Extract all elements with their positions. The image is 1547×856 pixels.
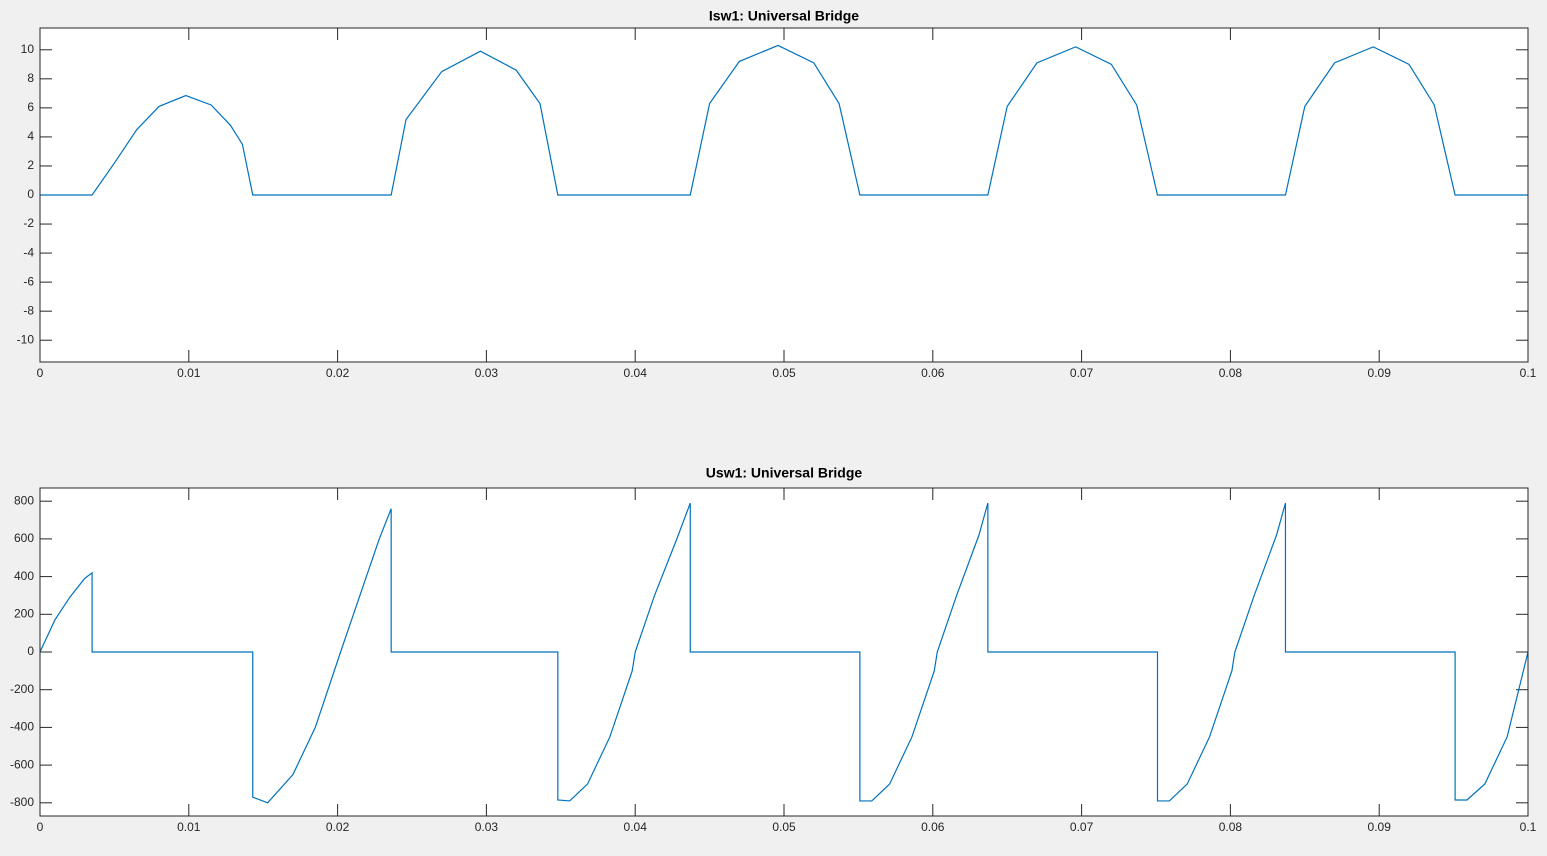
- y-tick-label: -4: [23, 245, 34, 259]
- y-tick-label: 4: [27, 129, 34, 143]
- data-line: [40, 44, 1528, 196]
- x-tick-label: 0.06: [921, 820, 945, 834]
- y-tick-label: -8: [23, 303, 34, 317]
- x-tick-label: 0.08: [1219, 366, 1243, 380]
- y-tick-label: 800: [14, 493, 34, 507]
- y-tick-label: -600: [10, 757, 34, 771]
- x-tick-label: 0.09: [1368, 366, 1392, 380]
- y-tick-label: -2: [23, 216, 34, 230]
- y-tick-label: 6: [27, 100, 34, 114]
- y-tick-label: -200: [10, 682, 34, 696]
- x-tick-label: 0.06: [921, 366, 945, 380]
- y-tick-label: 8: [27, 71, 34, 85]
- x-tick-label: 0: [37, 366, 44, 380]
- y-tick-label: -10: [17, 332, 35, 346]
- y-tick-label: -400: [10, 720, 34, 734]
- x-tick-label: 0.01: [177, 366, 201, 380]
- x-tick-label: 0.02: [326, 820, 350, 834]
- y-tick-label: 600: [14, 531, 34, 545]
- y-tick-label: -800: [10, 795, 34, 809]
- x-tick-label: 0.1: [1520, 820, 1537, 834]
- x-tick-label: 0.07: [1070, 366, 1094, 380]
- x-tick-label: 0.03: [475, 820, 499, 834]
- y-tick-label: 0: [27, 644, 34, 658]
- data-line: [39, 502, 1529, 804]
- x-tick-label: 0.03: [475, 366, 499, 380]
- x-tick-label: 0.05: [772, 366, 796, 380]
- x-tick-label: 0.05: [772, 820, 796, 834]
- x-tick-label: 0.09: [1368, 820, 1392, 834]
- y-tick-label: 10: [21, 42, 35, 56]
- x-tick-label: 0.04: [624, 820, 648, 834]
- x-tick-label: 0.04: [624, 366, 648, 380]
- axes-box: [39, 27, 1529, 363]
- chart-title: Isw1: Universal Bridge: [709, 8, 859, 24]
- y-tick-label: 200: [14, 606, 34, 620]
- y-tick-label: 2: [27, 158, 34, 172]
- x-tick-label: 0.07: [1070, 820, 1094, 834]
- x-tick-label: 0.08: [1219, 820, 1243, 834]
- x-tick-label: 0.01: [177, 820, 201, 834]
- y-tick-label: 0: [27, 187, 34, 201]
- axes-box: [39, 487, 1529, 817]
- chart-title: Usw1: Universal Bridge: [706, 465, 863, 481]
- x-tick-label: 0.02: [326, 366, 350, 380]
- x-tick-label: 0: [37, 820, 44, 834]
- y-tick-label: 400: [14, 569, 34, 583]
- y-tick-label: -6: [23, 274, 34, 288]
- x-tick-label: 0.1: [1520, 366, 1537, 380]
